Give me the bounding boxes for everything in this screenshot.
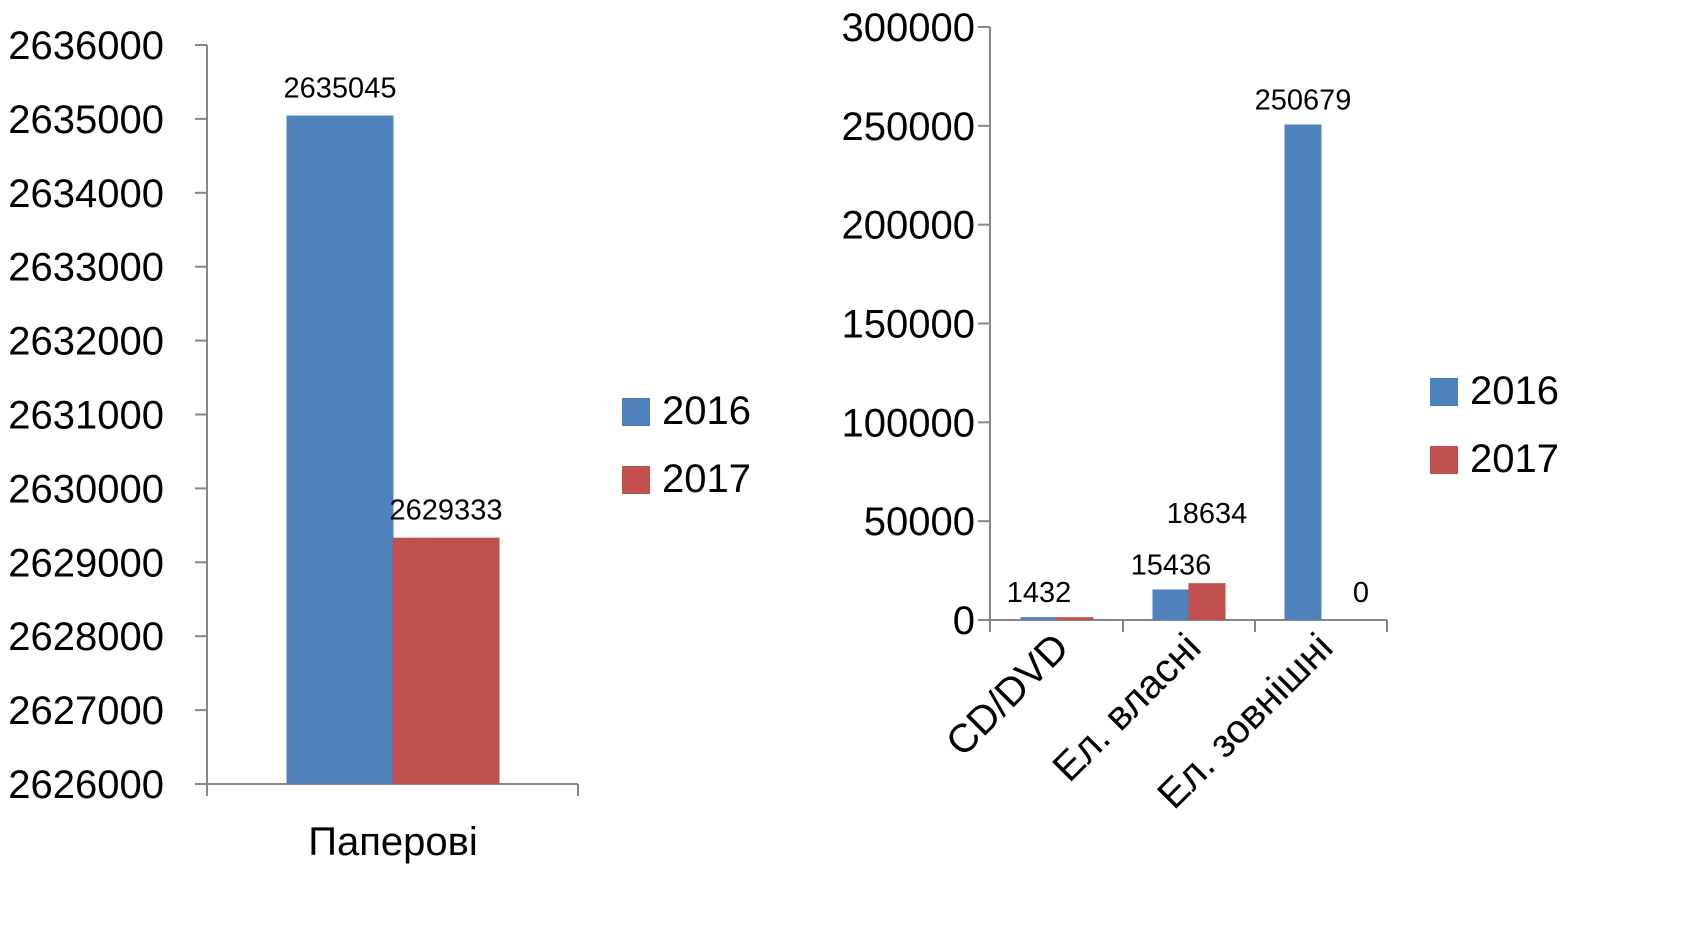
chart-1-data-label: 18634 <box>1167 498 1248 530</box>
chart-0-legend-label: 2016 <box>662 389 751 433</box>
chart-1-y-tick-label: 100000 <box>842 401 975 445</box>
chart-1-bar-2016-1 <box>1152 589 1190 620</box>
chart-0-legend-swatch-2016 <box>622 398 650 426</box>
chart-1-data-label: 15436 <box>1131 549 1212 581</box>
chart-1-legend-swatch-2016 <box>1430 378 1458 406</box>
chart-1-y-tick-label: 250000 <box>842 105 975 149</box>
chart-1-bar-2016-2 <box>1284 124 1322 620</box>
chart-1-y-tick-label: 300000 <box>842 6 975 50</box>
chart-0-legend-swatch-2017 <box>622 466 650 494</box>
chart-1-data-label: 1432 <box>1007 577 1072 609</box>
chart-1-data-label: 0 <box>1353 577 1369 609</box>
chart-1-y-tick-label: 150000 <box>842 303 975 347</box>
chart-0-y-tick-label: 2630000 <box>8 467 164 511</box>
chart-0-y-tick-label: 2635000 <box>8 98 164 142</box>
chart-1-data-label: 250679 <box>1255 84 1352 116</box>
chart-0-y-tick-label: 2631000 <box>8 394 164 438</box>
chart-1-legend-label: 2016 <box>1470 369 1559 413</box>
chart-0-category-label: Паперові <box>308 820 478 864</box>
chart-0-y-tick-label: 2636000 <box>8 24 164 68</box>
chart-0-y-tick-label: 2632000 <box>8 320 164 364</box>
chart-1-legend-swatch-2017 <box>1430 446 1458 474</box>
chart-0-bar-2016-0 <box>286 115 394 784</box>
chart-1-legend-label: 2017 <box>1470 437 1559 481</box>
chart-0-y-tick-label: 2634000 <box>8 172 164 216</box>
chart-0-y-tick-label: 2627000 <box>8 689 164 733</box>
chart-1-y-tick-label: 200000 <box>842 204 975 248</box>
chart-1-bar-2017-1 <box>1188 583 1226 620</box>
chart-0-bar-2017-0 <box>392 537 500 784</box>
chart-0-y-tick-label: 2633000 <box>8 246 164 290</box>
chart-0-y-tick-label: 2626000 <box>8 763 164 807</box>
chart-1-category-label: CD/DVD <box>938 625 1078 765</box>
chart-1-bar-2016-0 <box>1020 617 1058 620</box>
chart-1-y-tick-label: 0 <box>953 599 975 643</box>
chart-0-legend-label: 2017 <box>662 457 751 501</box>
chart-0-data-label: 2635045 <box>284 73 397 105</box>
chart-0-y-tick-label: 2628000 <box>8 615 164 659</box>
chart-0-y-tick-label: 2629000 <box>8 541 164 585</box>
chart-1-y-tick-label: 50000 <box>864 500 975 544</box>
chart-0-data-label: 2629333 <box>390 495 503 527</box>
chart-1-bar-2017-0 <box>1056 617 1094 620</box>
